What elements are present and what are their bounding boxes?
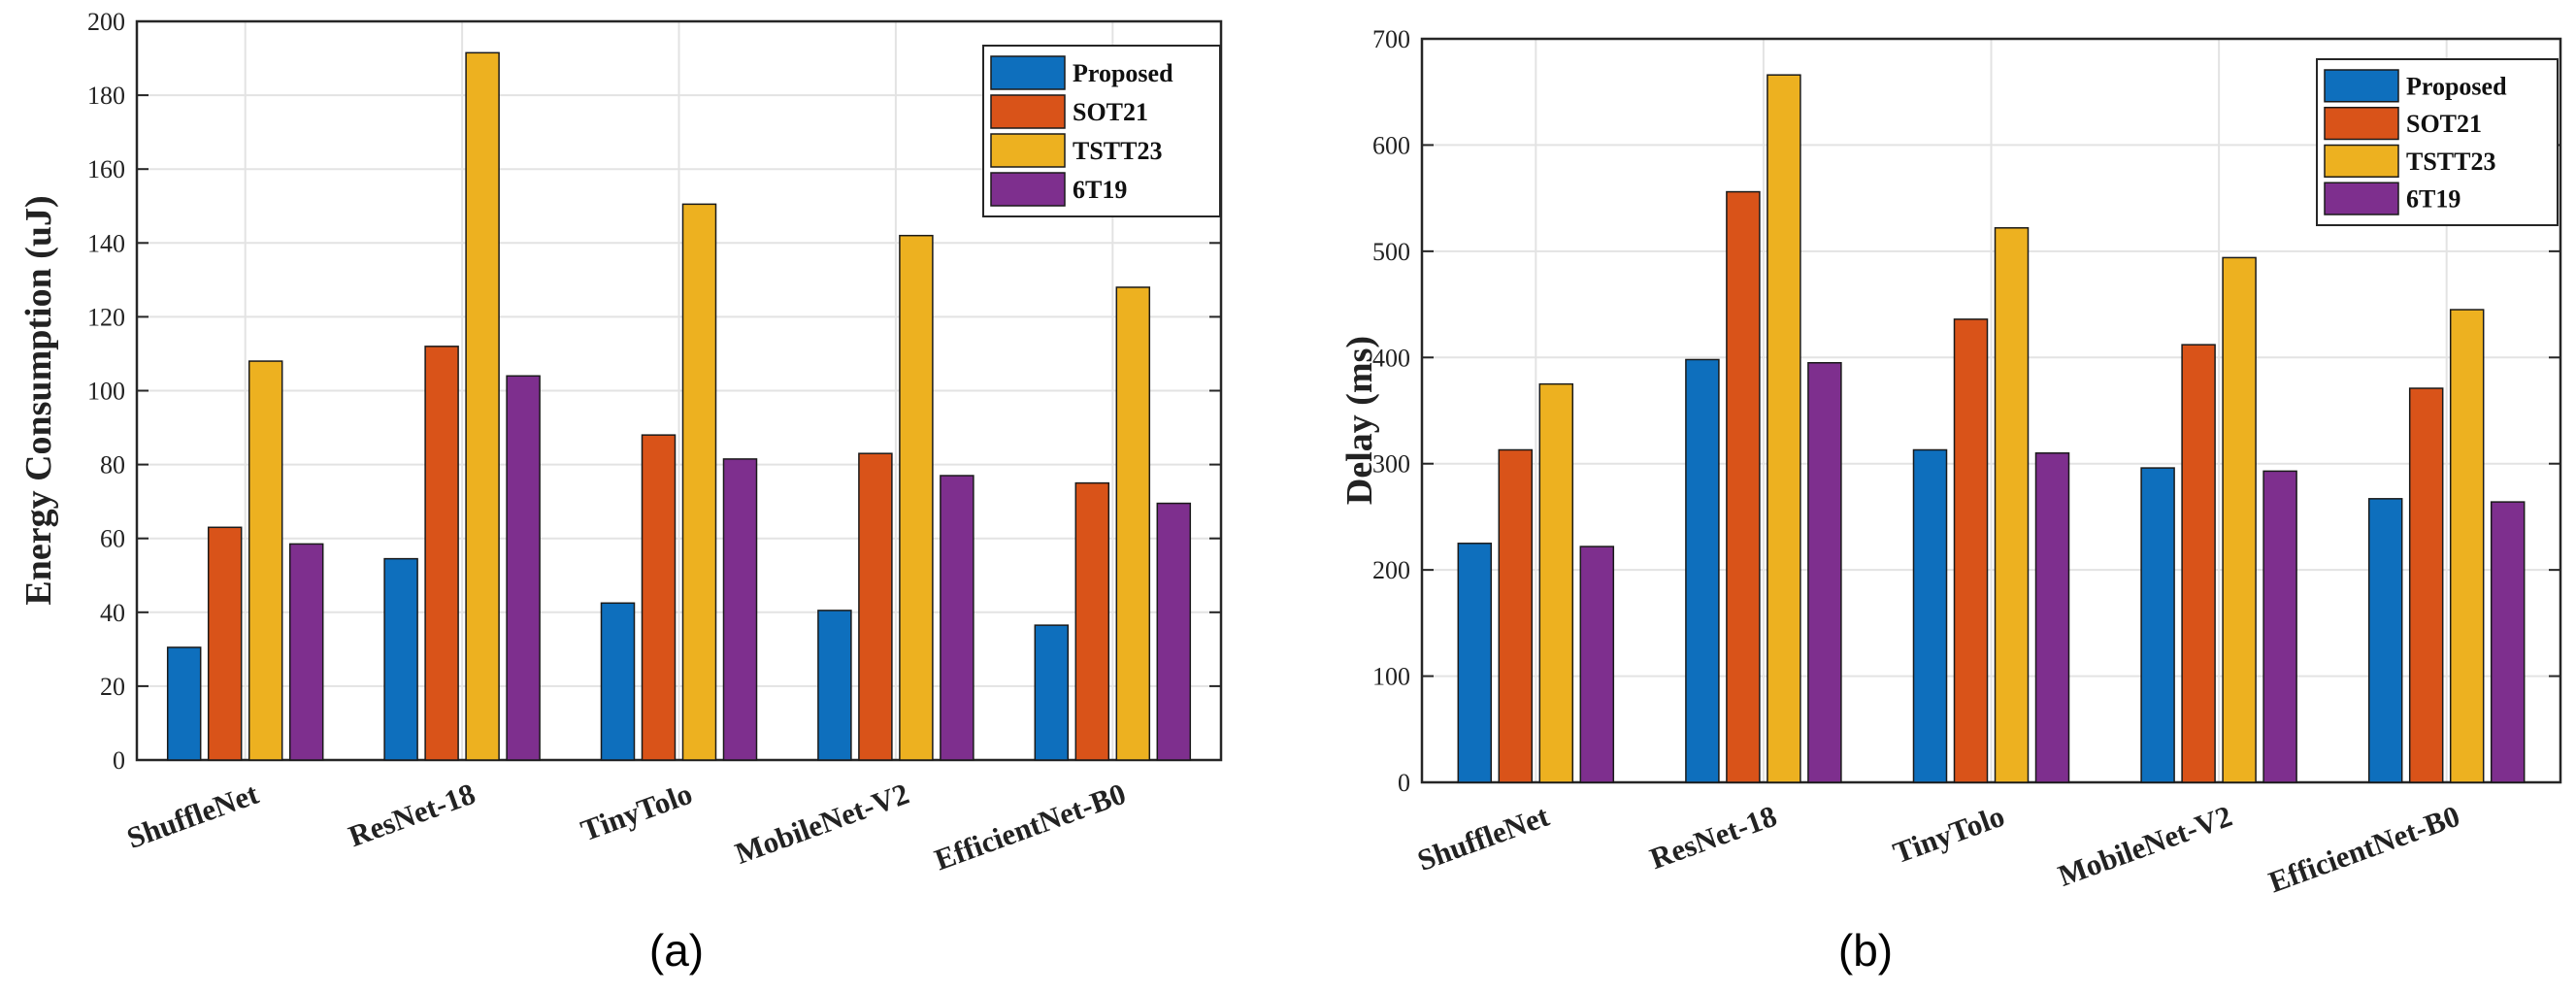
y-tick-label: 140 — [87, 229, 125, 257]
bar-6t19-shufflenet — [1579, 546, 1615, 783]
legend-swatch-sot21 — [990, 94, 1066, 129]
x-tick-label: EfficientNet-B0 — [930, 777, 1130, 877]
legend: Proposed SOT21 TSTT23 6T19 — [2316, 58, 2559, 226]
y-tick-label: 80 — [100, 451, 125, 479]
bar-proposed-shufflenet — [166, 646, 202, 761]
x-tick-label: TinyTolo — [1889, 799, 2009, 871]
bar-tstt23-mobilenet-v2 — [899, 234, 934, 761]
x-tick-label: EfficientNet-B0 — [2264, 799, 2464, 900]
bar-tstt23-tinytolo — [681, 203, 717, 761]
bar-tstt23-resnet-18 — [1767, 74, 1801, 783]
legend-label-proposed: Proposed — [1073, 59, 1173, 87]
x-tick-label: ShuffleNet — [122, 777, 263, 855]
bar-proposed-resnet-18 — [1685, 358, 1720, 783]
bar-sot21-shufflenet — [207, 526, 243, 761]
y-tick-label: 500 — [1372, 238, 1410, 266]
x-tick-label: TinyTolo — [577, 777, 697, 848]
legend-swatch-tstt23 — [990, 133, 1066, 168]
bar-6t19-shufflenet — [288, 543, 324, 761]
panel-label: (a) — [649, 925, 704, 975]
chart-b: 0 100 200 300 400 500 600 700 ShuffleNet ResNet-1… — [1339, 25, 2562, 975]
x-tick-label: ResNet-18 — [1645, 799, 1781, 876]
y-tick-label: 0 — [113, 746, 125, 775]
bar-proposed-tinytolo — [1912, 448, 1948, 783]
bar-proposed-resnet-18 — [383, 557, 418, 761]
bar-proposed-efficientnet-b0 — [1034, 624, 1070, 761]
bar-tstt23-shufflenet — [248, 360, 283, 761]
bar-proposed-efficientnet-b0 — [2367, 498, 2403, 783]
bar-sot21-tinytolo — [641, 434, 677, 761]
bar-sot21-efficientnet-b0 — [1074, 481, 1110, 761]
y-tick-label: 40 — [100, 599, 125, 627]
y-tick-label: 700 — [1372, 25, 1410, 53]
legend-swatch-proposed — [2324, 69, 2399, 103]
bar-proposed-mobilenet-v2 — [817, 610, 852, 761]
bar-6t19-mobilenet-v2 — [940, 475, 974, 761]
bar-sot21-mobilenet-v2 — [2181, 344, 2216, 783]
y-tick-label: 200 — [87, 8, 125, 36]
y-tick-label: 60 — [100, 525, 125, 553]
legend-label-sot21: SOT21 — [1073, 98, 1148, 126]
y-tick-label: 100 — [1372, 663, 1410, 691]
legend-swatch-proposed — [990, 55, 1066, 90]
bar-sot21-resnet-18 — [1726, 190, 1761, 783]
bar-6t19-tinytolo — [722, 458, 758, 761]
y-tick-label: 120 — [87, 303, 125, 331]
y-tick-label: 400 — [1372, 344, 1410, 372]
bar-sot21-shufflenet — [1498, 448, 1534, 783]
bar-6t19-efficientnet-b0 — [2490, 501, 2526, 783]
y-tick-label: 100 — [87, 378, 125, 406]
y-axis-label: Energy Consumption (uJ) — [18, 195, 59, 605]
bar-tstt23-resnet-18 — [465, 51, 500, 761]
legend-swatch-tstt23 — [2324, 144, 2399, 178]
bar-sot21-resnet-18 — [424, 346, 459, 761]
legend-label-6t19: 6T19 — [1073, 176, 1127, 204]
bar-proposed-mobilenet-v2 — [2140, 467, 2175, 783]
y-axis-label: Delay (ms) — [1339, 336, 1380, 505]
legend-label-tstt23: TSTT23 — [2406, 148, 2496, 176]
y-tick-label: 20 — [100, 673, 125, 701]
y-tick-label: 300 — [1372, 450, 1410, 479]
y-tick-label: 180 — [87, 82, 125, 110]
legend: Proposed SOT21 TSTT23 6T19 — [982, 45, 1221, 217]
bar-6t19-mobilenet-v2 — [2262, 470, 2297, 783]
panel-label: (b) — [1838, 925, 1893, 975]
bar-sot21-efficientnet-b0 — [2408, 387, 2444, 783]
x-tick-label: MobileNet-V2 — [2054, 799, 2236, 893]
legend-label-sot21: SOT21 — [2406, 110, 2482, 138]
bar-tstt23-efficientnet-b0 — [1115, 286, 1151, 761]
y-tick-label: 160 — [87, 155, 125, 183]
bar-sot21-mobilenet-v2 — [858, 452, 893, 761]
bar-tstt23-efficientnet-b0 — [2449, 309, 2485, 783]
bar-sot21-tinytolo — [1953, 318, 1989, 783]
x-tick-label: ResNet-18 — [344, 777, 479, 853]
bar-tstt23-shufflenet — [1538, 382, 1574, 783]
bar-6t19-efficientnet-b0 — [1156, 502, 1192, 761]
bar-6t19-tinytolo — [2034, 452, 2070, 783]
bar-proposed-shufflenet — [1457, 543, 1493, 783]
legend-swatch-6t19 — [2324, 182, 2399, 215]
bar-6t19-resnet-18 — [1807, 362, 1842, 783]
y-tick-label: 0 — [1398, 769, 1410, 797]
y-tick-label: 600 — [1372, 131, 1410, 159]
bar-proposed-tinytolo — [600, 602, 636, 761]
legend-label-6t19: 6T19 — [2406, 185, 2460, 214]
bar-tstt23-mobilenet-v2 — [2222, 256, 2257, 783]
plot-frame — [1420, 37, 2562, 784]
chart-a: 0 20 40 60 80 100 120 140 160 180 200 ShuffleNet Res… — [18, 8, 1223, 975]
bar-tstt23-tinytolo — [1994, 227, 2030, 783]
bar-6t19-resnet-18 — [506, 375, 541, 761]
y-tick-label: 200 — [1372, 556, 1410, 584]
x-tick-label: ShuffleNet — [1413, 799, 1554, 877]
legend-swatch-6t19 — [990, 172, 1066, 207]
x-tick-label: MobileNet-V2 — [731, 777, 913, 871]
legend-swatch-sot21 — [2324, 107, 2399, 141]
legend-label-proposed: Proposed — [2406, 72, 2507, 100]
legend-label-tstt23: TSTT23 — [1073, 137, 1163, 165]
